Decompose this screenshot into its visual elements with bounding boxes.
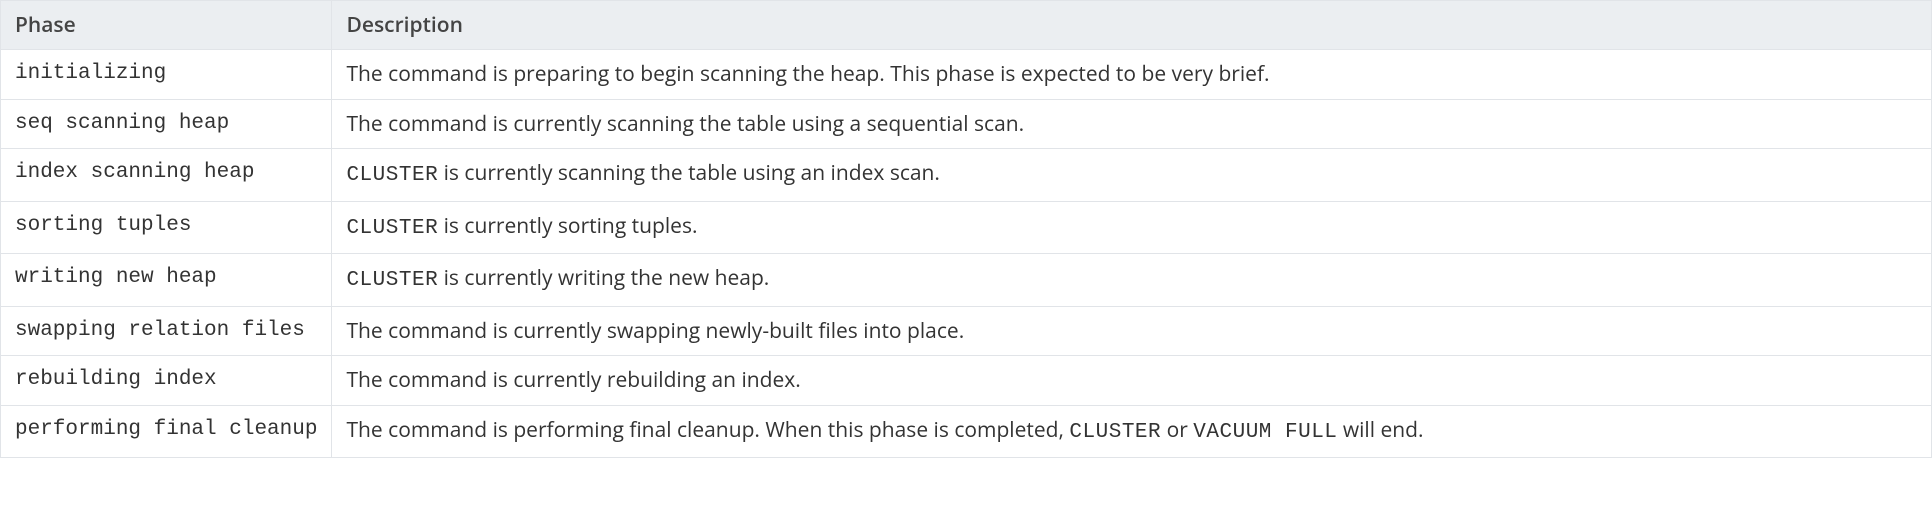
table-row: seq scanning heapThe command is currentl… [1,99,1932,148]
literal: CLUSTER [346,269,438,292]
phase-cell: initializing [1,50,332,99]
phase-cell: swapping relation files [1,306,332,355]
phase-cell: performing final cleanup [1,405,332,457]
literal: CLUSTER [346,217,438,240]
description-cell: The command is preparing to begin scanni… [332,50,1932,99]
table-header-row: Phase Description [1,1,1932,50]
phase-cell: seq scanning heap [1,99,332,148]
phases-table: Phase Description initializingThe comman… [0,0,1932,458]
description-cell: CLUSTER is currently scanning the table … [332,149,1932,201]
table-row: swapping relation filesThe command is cu… [1,306,1932,355]
literal: CLUSTER [1069,421,1161,444]
col-description: Description [332,1,1932,50]
table-row: index scanning heapCLUSTER is currently … [1,149,1932,201]
table-row: performing final cleanupThe command is p… [1,405,1932,457]
table-body: initializingThe command is preparing to … [1,50,1932,458]
description-cell: CLUSTER is currently sorting tuples. [332,201,1932,253]
phase-cell: rebuilding index [1,356,332,405]
table-row: writing new heapCLUSTER is currently wri… [1,254,1932,306]
col-phase: Phase [1,1,332,50]
phase-cell: sorting tuples [1,201,332,253]
description-cell: CLUSTER is currently writing the new hea… [332,254,1932,306]
description-cell: The command is performing final cleanup.… [332,405,1932,457]
table-row: rebuilding indexThe command is currently… [1,356,1932,405]
table-row: sorting tuplesCLUSTER is currently sorti… [1,201,1932,253]
table-row: initializingThe command is preparing to … [1,50,1932,99]
description-cell: The command is currently swapping newly-… [332,306,1932,355]
phase-cell: writing new heap [1,254,332,306]
phase-cell: index scanning heap [1,149,332,201]
literal: VACUUM FULL [1193,421,1337,444]
literal: CLUSTER [346,164,438,187]
description-cell: The command is currently scanning the ta… [332,99,1932,148]
description-cell: The command is currently rebuilding an i… [332,356,1932,405]
